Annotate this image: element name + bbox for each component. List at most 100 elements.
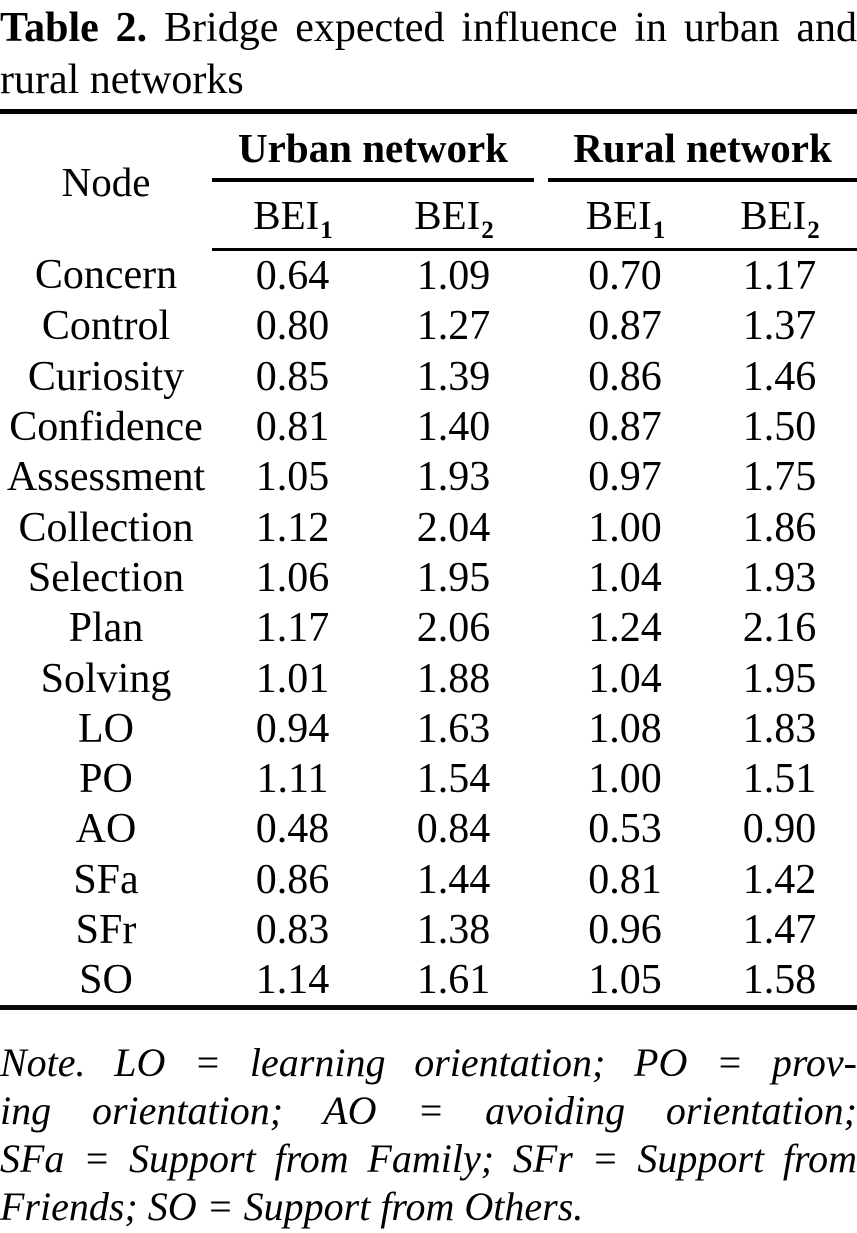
row-label: Curiosity	[27, 353, 185, 400]
column-gap	[534, 855, 548, 905]
cell-value: 1.17	[742, 253, 817, 300]
column-gap	[534, 603, 548, 653]
cell-value: 1.42	[742, 856, 817, 903]
cell-value: 1.54	[416, 756, 491, 803]
cell-value: 1.58	[742, 957, 817, 1004]
row-label: SFr	[75, 907, 137, 953]
column-gap	[534, 402, 548, 452]
bei-subscript: 1	[652, 217, 666, 244]
cell-value: 0.86	[255, 856, 330, 903]
cell-value: 1.83	[742, 705, 817, 752]
cell-value: 0.48	[255, 806, 330, 853]
caption-label: Table 2.	[0, 5, 148, 51]
cell-value: 1.27	[416, 303, 491, 350]
table-header: Node Urban network Rural network BEI1 BE…	[0, 111, 857, 251]
cell-value: 1.01	[255, 655, 330, 702]
table-body: Concern 0.64 1.09 0.70 1.17 Control 0.80…	[0, 250, 857, 1008]
cell-value: 1.95	[742, 655, 817, 702]
row-label: PO	[79, 756, 133, 803]
cell-value: 1.93	[416, 454, 491, 501]
cell-value: 2.04	[416, 504, 491, 551]
cell-value: 0.83	[255, 907, 330, 953]
column-gap	[534, 905, 548, 955]
cell-value: 1.04	[588, 655, 662, 702]
group-header-urban: Urban network	[212, 111, 534, 182]
table-row: Assessment 1.05 1.93 0.97 1.75	[0, 452, 857, 502]
table-caption: Table 2. Bridge expected influence in ur…	[0, 0, 857, 106]
cell-value: 1.24	[588, 605, 662, 652]
cell-value: 0.96	[588, 907, 662, 953]
row-label: SO	[79, 957, 133, 1004]
group-header-rural: Rural network	[548, 111, 857, 182]
note-line: Note. LO = learning orientation; PO = pr…	[0, 1040, 857, 1086]
cell-value: 0.87	[588, 303, 662, 350]
row-label: Concern	[34, 252, 178, 299]
caption-line-1: Table 2. Bridge expected influence in ur…	[0, 2, 857, 54]
column-gap	[534, 502, 548, 552]
column-gap	[534, 301, 548, 351]
bei-label: BEI	[414, 192, 481, 238]
caption-line-2: rural networks	[0, 57, 244, 103]
table-row: AO 0.48 0.84 0.53 0.90	[0, 804, 857, 854]
table-row: Curiosity 0.85 1.39 0.86 1.46	[0, 352, 857, 402]
cell-value: 0.70	[588, 253, 662, 300]
cell-value: 1.08	[588, 705, 662, 752]
column-gap	[534, 553, 548, 603]
cell-value: 1.37	[742, 303, 817, 350]
cell-value: 1.47	[742, 907, 817, 953]
row-label: Collection	[18, 504, 194, 551]
cell-value: 0.87	[588, 404, 662, 451]
cell-value: 0.90	[742, 806, 817, 853]
note-line: SFa = Support from Family; SFr = Support…	[0, 1136, 857, 1182]
row-label: Plan	[68, 605, 144, 652]
cell-value: 1.88	[416, 655, 491, 702]
row-label: SFa	[73, 856, 139, 903]
cell-value: 0.80	[255, 303, 330, 350]
cell-value: 1.61	[416, 957, 491, 1004]
table-row: SFa 0.86 1.44 0.81 1.42	[0, 855, 857, 905]
column-gap	[534, 955, 548, 1008]
table-row: Control 0.80 1.27 0.87 1.37	[0, 301, 857, 351]
cell-value: 0.85	[255, 353, 330, 400]
subheader-row: BEI1 BEI2 BEI1 BEI2	[0, 180, 857, 251]
cell-value: 0.81	[588, 856, 662, 903]
column-gap	[534, 452, 548, 502]
column-header-bei1-rural: BEI1	[548, 180, 702, 251]
column-gap	[534, 180, 548, 251]
cell-value: 1.51	[742, 756, 817, 803]
column-gap	[534, 250, 548, 302]
cell-value: 0.53	[588, 806, 662, 853]
table-row: PO 1.11 1.54 1.00 1.51	[0, 754, 857, 804]
cell-value: 1.05	[588, 957, 662, 1004]
cell-value: 1.93	[742, 554, 817, 601]
cell-value: 1.12	[255, 504, 330, 551]
column-gap	[534, 754, 548, 804]
cell-value: 1.44	[416, 856, 491, 903]
cell-value: 1.40	[416, 404, 491, 451]
cell-value: 1.38	[416, 907, 491, 953]
bei-label: BEI	[253, 192, 320, 238]
row-label: Confidence	[9, 404, 203, 451]
table-row: Collection 1.12 2.04 1.00 1.86	[0, 502, 857, 552]
row-label: Solving	[40, 655, 172, 702]
cell-value: 1.06	[255, 554, 330, 601]
column-gap	[534, 352, 548, 402]
table-row: Selection 1.06 1.95 1.04 1.93	[0, 553, 857, 603]
bei-label: BEI	[740, 192, 807, 238]
table-note: Note. LO = learning orientation; PO = pr…	[0, 1039, 857, 1231]
column-gap	[534, 653, 548, 703]
bei-subscript: 2	[481, 217, 494, 244]
cell-value: 0.94	[255, 705, 330, 752]
cell-value: 0.86	[588, 353, 662, 400]
table-row: SFr 0.83 1.38 0.96 1.47	[0, 905, 857, 955]
cell-value: 1.63	[416, 705, 491, 752]
cell-value: 1.50	[742, 404, 817, 451]
table-row: Plan 1.17 2.06 1.24 2.16	[0, 603, 857, 653]
column-header-bei2-urban: BEI2	[373, 180, 534, 251]
note-line: ing orientation; AO = avoiding orientati…	[0, 1088, 857, 1134]
caption-text: Bridge expected influence in urban and	[164, 5, 857, 51]
cell-value: 1.95	[416, 554, 491, 601]
cell-value: 1.09	[416, 253, 491, 300]
column-gap	[534, 804, 548, 854]
